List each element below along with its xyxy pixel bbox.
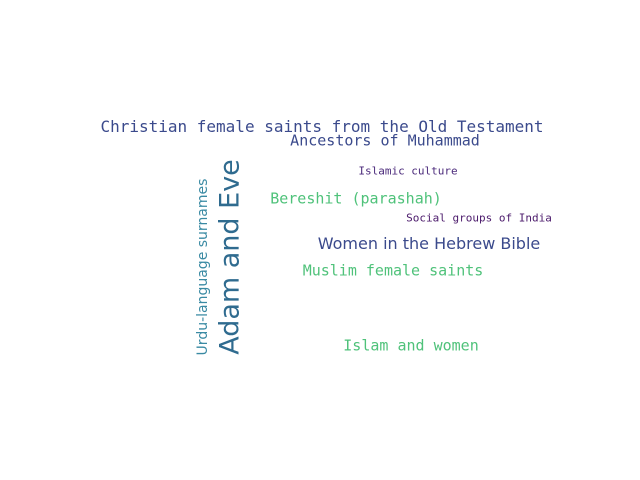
word-bereshit-parashah: Bereshit (parashah)	[270, 189, 442, 208]
word-muslim-female-saints: Muslim female saints	[302, 261, 484, 280]
word-christian-female-saints: Christian female saints from the Old Tes…	[100, 117, 544, 136]
word-islamic-culture: Islamic culture	[358, 164, 458, 178]
word-social-groups-of-india: Social groups of India	[406, 211, 552, 225]
word-adam-and-eve: Adam and Eve	[214, 159, 246, 355]
word-ancestors-of-muhammad: Ancestors of Muhammad	[290, 131, 480, 150]
word-women-in-hebrew-bible: Women in the Hebrew Bible	[317, 234, 541, 253]
word-urdu-language-surnames: Urdu-language surnames	[195, 178, 211, 356]
word-islam-and-women: Islam and women	[343, 336, 479, 355]
